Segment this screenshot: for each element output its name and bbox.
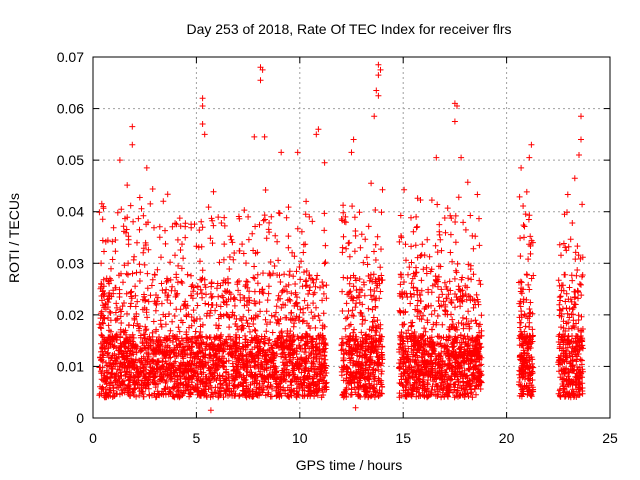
x-axis-label: GPS time / hours — [296, 457, 403, 473]
x-tick-label: 15 — [395, 430, 411, 446]
x-tick-label: 20 — [499, 430, 515, 446]
x-tick-label: 5 — [193, 430, 201, 446]
x-tick-label: 0 — [89, 430, 97, 446]
y-tick-label: 0.05 — [57, 152, 84, 168]
y-axis-label: ROTI / TECUs — [6, 193, 22, 283]
data-points — [96, 61, 586, 414]
y-tick-label: 0.07 — [57, 49, 84, 65]
y-tick-label: 0.03 — [57, 255, 84, 271]
y-axis-ticks: 0 0.01 0.02 0.03 0.04 0.05 0.06 0.07 — [57, 49, 610, 426]
y-tick-label: 0.06 — [57, 101, 84, 117]
y-tick-label: 0.01 — [57, 358, 84, 374]
x-tick-label: 10 — [292, 430, 308, 446]
x-axis-ticks: 0 5 10 15 20 25 — [89, 57, 618, 446]
roti-plus-markers — [96, 61, 586, 414]
y-tick-label: 0.04 — [57, 204, 84, 220]
y-tick-label: 0 — [76, 410, 84, 426]
y-tick-label: 0.02 — [57, 307, 84, 323]
chart-title: Day 253 of 2018, Rate Of TEC Index for r… — [186, 21, 511, 37]
x-tick-label: 25 — [602, 430, 618, 446]
plot-frame — [92, 56, 611, 419]
